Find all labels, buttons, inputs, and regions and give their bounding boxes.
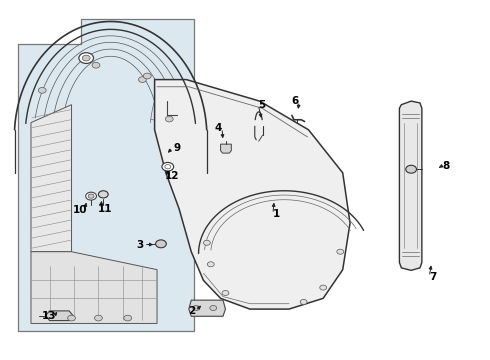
Circle shape [165,165,171,169]
Text: 2: 2 [188,306,195,316]
Text: 4: 4 [215,123,222,133]
Circle shape [98,191,108,198]
Circle shape [92,62,100,68]
Circle shape [162,162,173,171]
Text: 8: 8 [442,161,450,171]
Circle shape [38,87,46,93]
Circle shape [86,192,97,200]
Polygon shape [189,300,225,316]
Circle shape [210,306,217,311]
Text: 7: 7 [429,272,437,282]
Circle shape [156,240,166,248]
Circle shape [139,77,147,82]
Polygon shape [220,144,231,153]
Circle shape [203,240,210,245]
Polygon shape [31,252,157,323]
Polygon shape [18,19,194,330]
Circle shape [222,291,229,296]
Text: 12: 12 [165,171,179,181]
Polygon shape [46,311,73,320]
Circle shape [144,73,151,79]
Circle shape [165,116,173,122]
Text: 6: 6 [292,96,299,106]
Circle shape [68,315,75,321]
Polygon shape [31,105,72,252]
Text: 13: 13 [42,311,57,321]
Circle shape [88,194,94,198]
Circle shape [95,315,102,321]
Circle shape [406,165,416,173]
Circle shape [337,249,343,254]
Circle shape [207,262,214,267]
Circle shape [193,306,199,311]
Circle shape [300,300,307,305]
Polygon shape [155,80,350,309]
Text: 9: 9 [173,143,180,153]
Circle shape [124,315,132,321]
Text: 3: 3 [136,239,144,249]
Text: 10: 10 [73,206,88,216]
Text: 1: 1 [273,209,280,219]
Text: 5: 5 [259,100,266,110]
Text: 11: 11 [98,204,112,215]
Circle shape [82,55,90,61]
Circle shape [79,53,94,63]
Circle shape [320,285,327,290]
Polygon shape [399,101,422,270]
